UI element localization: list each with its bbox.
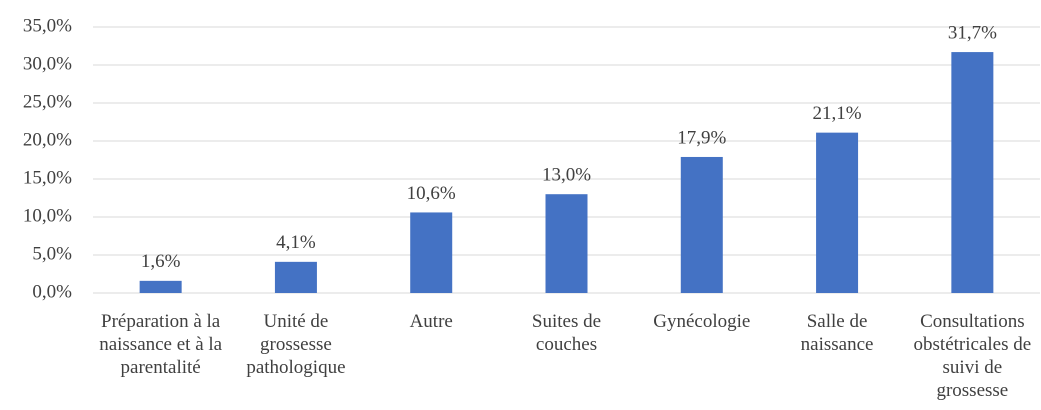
y-tick-label: 5,0%: [32, 243, 72, 264]
bar: [680, 156, 723, 293]
data-label: 1,6%: [141, 251, 181, 272]
y-tick-label: 20,0%: [23, 129, 72, 150]
x-tick-label: Gynécologie: [653, 311, 751, 332]
x-tick-label: Préparation à la naissance et à la paren…: [99, 311, 223, 378]
y-tick-label: 30,0%: [23, 53, 72, 74]
data-label: 17,9%: [677, 127, 726, 148]
data-label: 10,6%: [407, 183, 456, 204]
bar: [816, 132, 859, 293]
y-tick-label: 0,0%: [32, 281, 72, 302]
x-tick-label: Unité de grossesse pathologique: [246, 311, 346, 378]
bar: [274, 261, 317, 293]
bar: [139, 280, 182, 293]
y-tick-label: 10,0%: [23, 205, 72, 226]
x-tick-label: Consultations obstétricales de suivi de …: [913, 311, 1032, 401]
x-tick-label: Salle de naissance: [800, 311, 874, 355]
data-label: 4,1%: [276, 232, 316, 253]
x-tick-label: Autre: [409, 311, 453, 332]
bar: [951, 52, 994, 293]
data-label: 21,1%: [813, 103, 862, 124]
data-label: 31,7%: [948, 22, 997, 43]
x-tick-label: Suites de couches: [531, 311, 602, 355]
bar: [545, 194, 588, 293]
data-label: 13,0%: [542, 165, 591, 186]
y-tick-label: 35,0%: [23, 15, 72, 36]
bar: [410, 212, 453, 293]
y-tick-label: 15,0%: [23, 167, 72, 188]
y-tick-label: 25,0%: [23, 91, 72, 112]
